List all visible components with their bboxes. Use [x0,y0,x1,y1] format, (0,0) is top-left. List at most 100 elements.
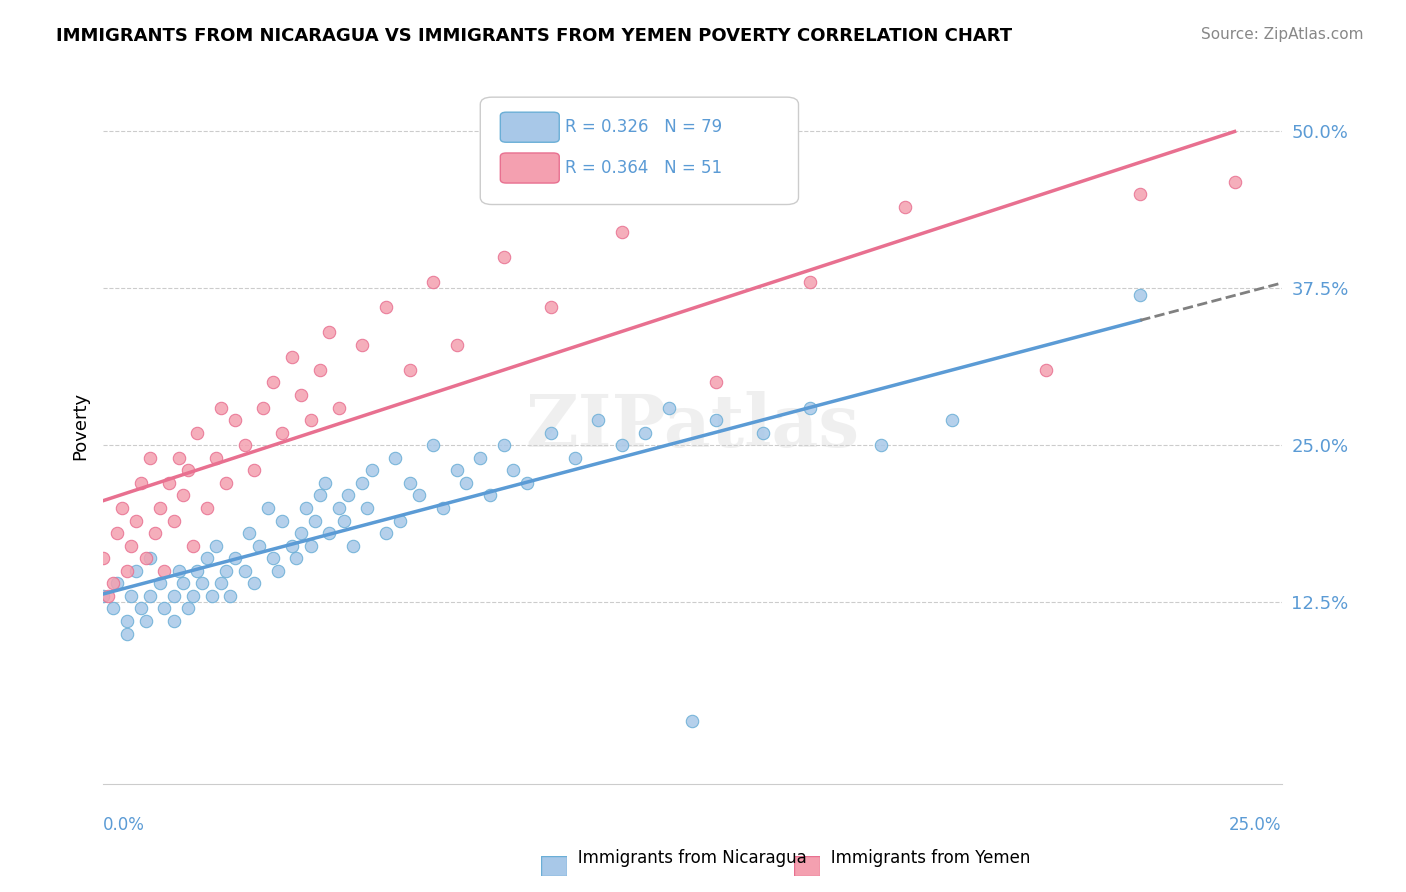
Point [332,514,354,528]
Point [139,589,162,603]
Point [586,413,609,427]
Point [233,438,256,452]
Point [309,363,332,377]
Point [115,614,138,628]
Text: ZIPatlas: ZIPatlas [526,391,859,462]
Point [375,526,398,541]
Point [125,514,148,528]
Point [186,425,208,440]
Point [280,539,302,553]
Point [398,475,420,490]
Point [139,551,162,566]
Point [167,564,190,578]
Point [139,450,162,465]
Point [422,438,444,452]
Point [209,576,232,591]
Text: IMMIGRANTS FROM NICARAGUA VS IMMIGRANTS FROM YEMEN POVERTY CORRELATION CHART: IMMIGRANTS FROM NICARAGUA VS IMMIGRANTS … [56,27,1012,45]
Point [280,351,302,365]
Point [704,413,727,427]
Point [181,589,204,603]
Point [352,338,374,352]
Point [262,551,284,566]
Point [247,539,270,553]
Point [91,589,114,603]
Point [157,475,180,490]
Point [115,564,138,578]
Point [105,526,128,541]
Text: Source: ZipAtlas.com: Source: ZipAtlas.com [1201,27,1364,42]
Point [1129,187,1152,202]
Point [115,626,138,640]
Text: R = 0.326   N = 79: R = 0.326 N = 79 [565,119,723,136]
Point [1129,287,1152,301]
Point [337,488,360,502]
Point [205,450,228,465]
Point [1223,175,1246,189]
Point [285,551,308,566]
Text: R = 0.364   N = 51: R = 0.364 N = 51 [565,159,723,177]
Point [238,526,260,541]
Point [120,539,142,553]
Point [215,475,238,490]
Point [309,488,332,502]
Point [389,514,412,528]
Point [456,475,478,490]
Point [328,401,350,415]
Point [352,475,374,490]
Point [422,275,444,289]
Point [177,463,200,477]
Point [752,425,775,440]
Point [163,514,186,528]
Point [610,225,633,239]
Point [398,363,420,377]
Point [356,501,378,516]
Point [271,514,294,528]
Text: 0.0%: 0.0% [103,815,145,834]
Y-axis label: Poverty: Poverty [72,392,89,460]
Point [153,601,176,615]
Point [101,601,124,615]
Point [290,388,312,402]
Point [143,526,166,541]
Point [540,300,562,314]
Point [135,551,157,566]
Point [658,401,681,415]
Point [516,475,538,490]
Point [149,501,172,516]
Point [299,539,322,553]
Point [941,413,963,427]
Point [384,450,406,465]
Point [219,589,242,603]
Point [342,539,364,553]
Point [304,514,326,528]
Point [799,275,821,289]
Point [564,450,586,465]
Text: Immigrants from Yemen: Immigrants from Yemen [815,849,1031,867]
Point [101,576,124,591]
Point [111,501,134,516]
Point [129,601,152,615]
Point [195,501,218,516]
Point [252,401,274,415]
Point [502,463,524,477]
Text: Immigrants from Nicaragua: Immigrants from Nicaragua [562,849,807,867]
Point [470,450,492,465]
Point [243,463,266,477]
Point [446,338,468,352]
Point [200,589,222,603]
Point [610,438,633,452]
Point [492,438,515,452]
Point [408,488,430,502]
Point [120,589,142,603]
Point [271,425,294,440]
Point [318,526,340,541]
Point [360,463,382,477]
Point [1035,363,1057,377]
FancyBboxPatch shape [481,97,799,204]
Point [243,576,266,591]
Point [318,325,340,339]
FancyBboxPatch shape [501,112,560,142]
Point [163,614,186,628]
Point [186,564,208,578]
Point [191,576,214,591]
